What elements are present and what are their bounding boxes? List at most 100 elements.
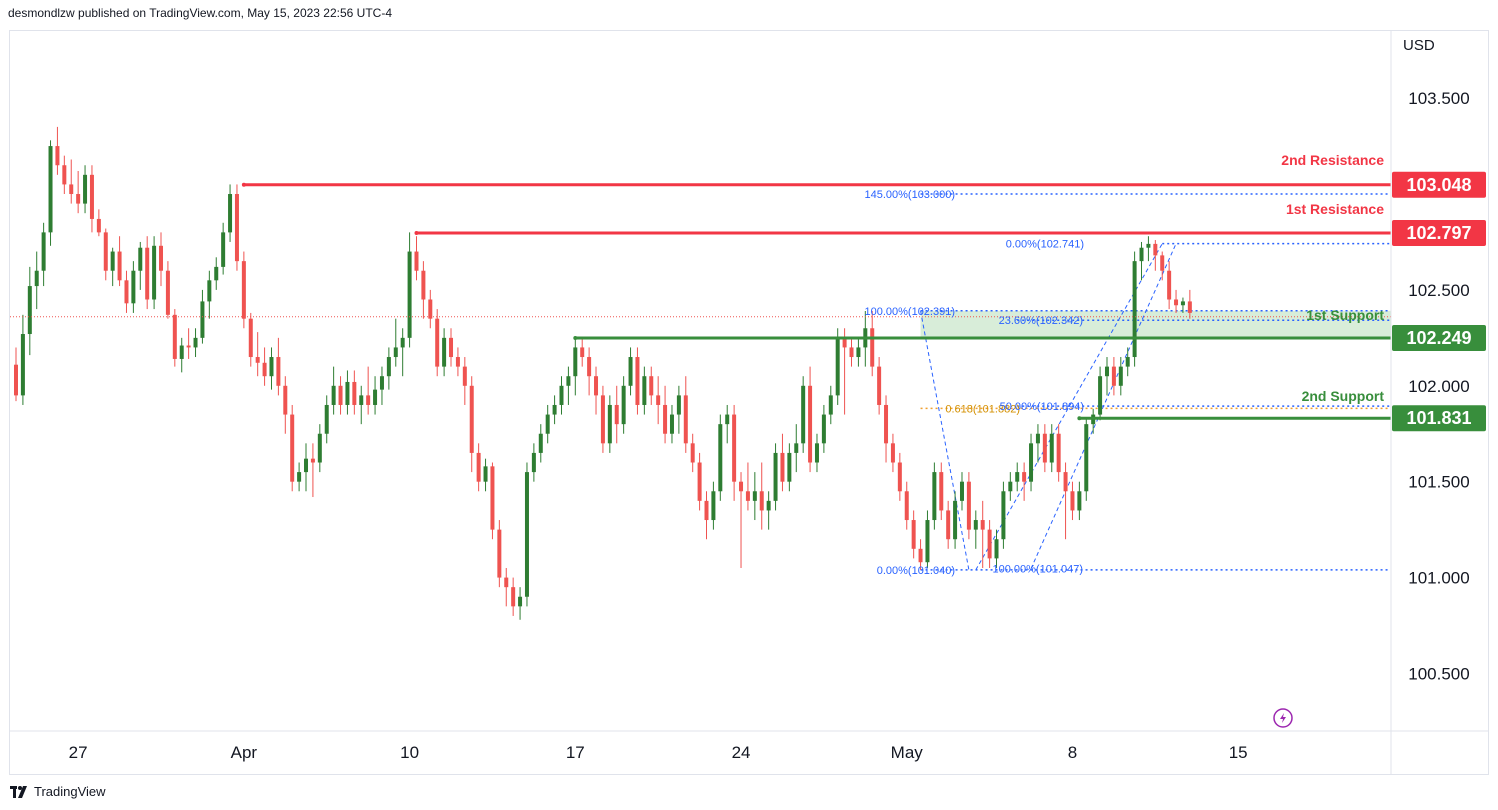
candle-body	[1146, 243, 1151, 248]
candle-body	[89, 174, 94, 219]
candle	[1084, 418, 1089, 501]
candle	[407, 232, 412, 348]
candle	[172, 309, 177, 367]
candle-body	[759, 491, 764, 511]
candle	[14, 347, 18, 402]
support-1-value: 102.249	[1406, 328, 1471, 348]
candle	[628, 347, 633, 396]
candle	[1063, 462, 1068, 540]
candle	[897, 452, 902, 501]
candle	[594, 366, 599, 415]
resistance-2-line-anchor	[241, 182, 246, 187]
currency-label: USD	[1403, 37, 1435, 54]
candle	[1174, 289, 1179, 313]
candle-body	[676, 395, 681, 415]
candle	[476, 443, 481, 492]
candle	[34, 251, 39, 310]
candle	[304, 443, 309, 492]
candle	[442, 328, 447, 377]
candle-body	[1042, 433, 1047, 463]
candle-body	[904, 491, 909, 521]
candle-body	[994, 539, 999, 559]
candle	[890, 433, 895, 473]
footer-brand[interactable]: TradingView	[10, 784, 106, 799]
candle	[490, 462, 495, 540]
resistance-1-badge: 102.797	[1392, 219, 1486, 246]
fib-label-0-top: 0.00%(102.741)	[1006, 239, 1084, 251]
fib-label-0-bottom: 0.00%(101.040)	[877, 565, 955, 577]
candle	[745, 462, 750, 511]
candle-body	[234, 194, 239, 262]
candle-body	[946, 510, 951, 540]
candle-body	[1132, 261, 1137, 358]
candle	[255, 332, 260, 377]
candle	[545, 404, 550, 444]
candle-body	[932, 472, 937, 521]
candle-body	[987, 529, 992, 559]
candle	[27, 266, 32, 356]
candle-body	[41, 232, 46, 271]
candle	[794, 424, 799, 473]
candle-body	[366, 395, 371, 405]
x-tick-label: 27	[69, 743, 88, 762]
candle	[842, 328, 847, 415]
candle-body	[745, 491, 750, 501]
candle	[711, 481, 716, 530]
candle	[373, 376, 378, 415]
candle-body	[165, 270, 170, 315]
candle	[262, 347, 267, 386]
candle	[400, 328, 405, 377]
candle	[1153, 240, 1158, 271]
fib-label-145: 145.00%(103.000)	[864, 189, 955, 201]
candle	[607, 395, 612, 453]
candle	[780, 433, 785, 492]
candle	[538, 424, 543, 463]
y-tick-label: 103.500	[1408, 89, 1469, 108]
candle-body	[400, 337, 405, 348]
y-tick-label: 102.500	[1408, 281, 1469, 300]
candle	[966, 472, 971, 540]
publisher-header: desmondlzw published on TradingView.com,…	[8, 6, 392, 20]
candle-body	[27, 286, 32, 335]
candle-body	[207, 280, 212, 302]
candle	[186, 328, 191, 359]
candle-body	[20, 334, 25, 396]
candle-body	[297, 472, 302, 482]
price-chart[interactable]: 103.500 102.500 102.000 101.500 101.000 100.5…	[10, 31, 1488, 774]
lightning-icon[interactable]	[1273, 708, 1293, 728]
candle	[994, 529, 999, 568]
candle-body	[739, 481, 744, 492]
candle-body	[193, 337, 198, 348]
candle-body	[1180, 301, 1185, 306]
candle-body	[704, 500, 709, 521]
candle	[953, 491, 958, 549]
candle-body	[449, 337, 454, 358]
candle	[925, 510, 930, 568]
chart-frame[interactable]: 103.500 102.500 102.000 101.500 101.000 100.5…	[9, 30, 1489, 775]
candle-body	[455, 357, 460, 367]
x-tick-label: Apr	[231, 743, 258, 762]
resistance-2-label: 2nd Resistance	[1281, 152, 1384, 168]
candle-body	[96, 218, 101, 233]
candle	[393, 318, 398, 367]
candle-body	[538, 433, 543, 453]
candle-body	[573, 347, 578, 377]
candle-body	[152, 245, 157, 300]
candle-body	[649, 376, 654, 396]
candle-body	[718, 424, 723, 492]
candle-body	[435, 318, 440, 367]
candle-body	[511, 587, 516, 607]
x-tick-label: 24	[732, 743, 751, 762]
candle	[234, 184, 239, 271]
candle	[455, 347, 460, 377]
candle	[752, 472, 757, 521]
candle-body	[566, 376, 571, 386]
candle-body	[304, 458, 309, 473]
candle	[483, 458, 488, 492]
y-tick-label: 100.500	[1408, 664, 1469, 683]
candle	[959, 472, 964, 511]
candle-body	[1015, 472, 1020, 482]
candle-body	[283, 385, 288, 415]
candle	[89, 165, 94, 233]
candle-body	[48, 146, 53, 233]
